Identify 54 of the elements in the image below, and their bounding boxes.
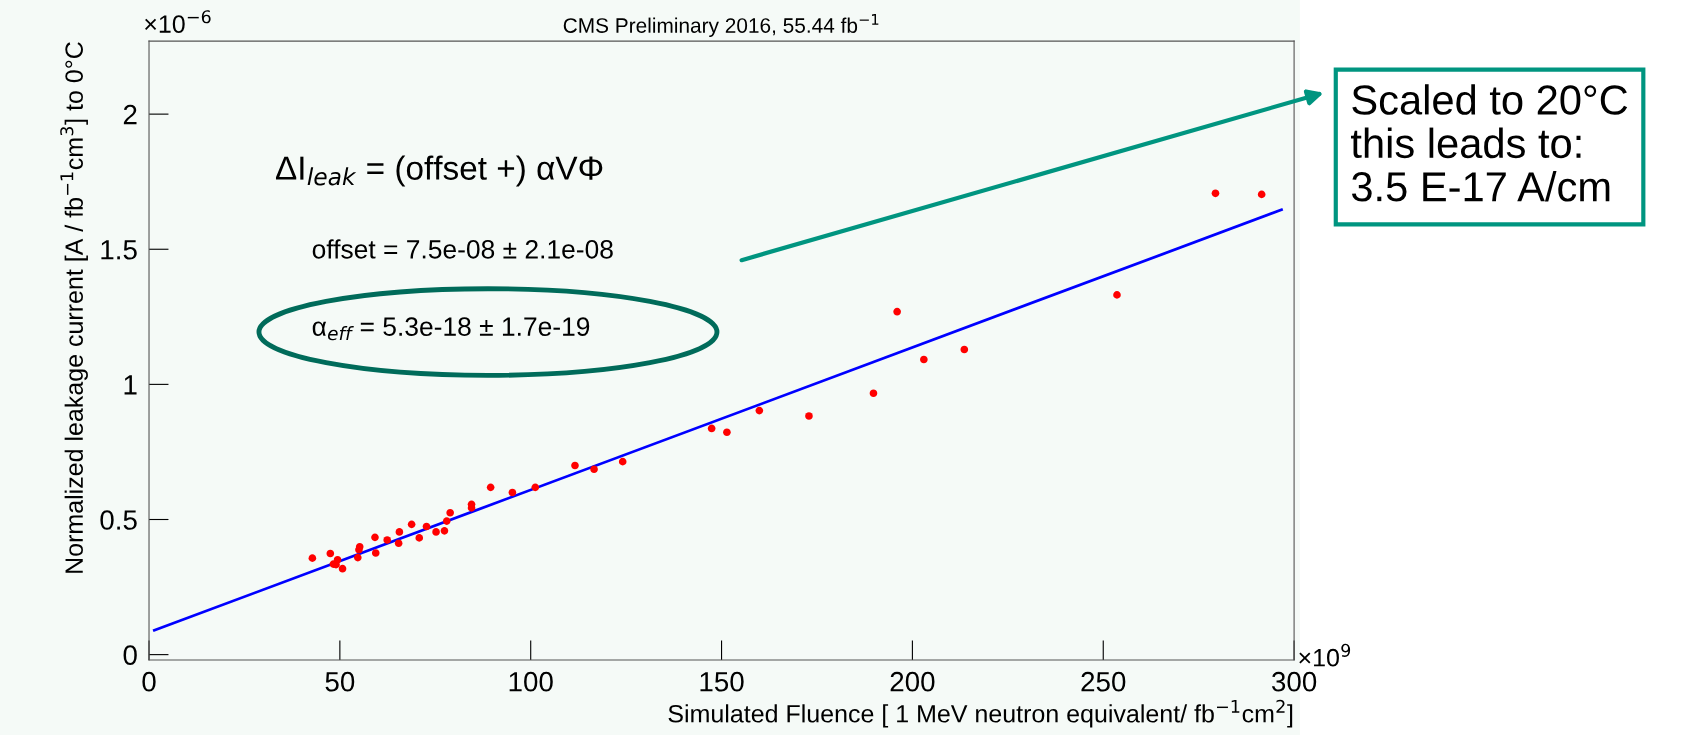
annotation: α$_{eff}$ = 5.3e-18 ± 1.7e-19 bbox=[312, 317, 590, 341]
point bbox=[960, 345, 969, 354]
point bbox=[383, 536, 392, 544]
point bbox=[442, 517, 451, 525]
point bbox=[590, 465, 598, 474]
point bbox=[486, 483, 495, 492]
point bbox=[338, 564, 347, 573]
point bbox=[440, 527, 449, 535]
point bbox=[508, 488, 517, 497]
y-tick-label: 0.5 bbox=[100, 510, 137, 530]
y-tick-label: 2 bbox=[123, 104, 137, 125]
point bbox=[531, 483, 540, 492]
point bbox=[326, 549, 335, 558]
x-tick-label: 100 bbox=[509, 671, 553, 692]
point bbox=[446, 508, 454, 517]
text: ×10$^{9}$ bbox=[1299, 643, 1351, 667]
point bbox=[371, 533, 379, 542]
text: Scaled to 20°C this leads to: 3.5 E-17 A/cm bbox=[1350, 84, 1628, 202]
point bbox=[1257, 190, 1266, 199]
point bbox=[618, 457, 627, 466]
x-tick-label: 50 bbox=[325, 671, 355, 692]
y-tick-label: 0 bbox=[123, 645, 137, 665]
x-tick-label: 300 bbox=[1271, 671, 1317, 692]
point bbox=[755, 406, 764, 415]
point bbox=[353, 553, 362, 562]
annotation: ΔI$_{leak}$ = (offset +) αVΦ bbox=[275, 155, 603, 187]
x-tick-label: 150 bbox=[700, 671, 744, 692]
point bbox=[1113, 291, 1121, 299]
text: ×10$^{−6}$ bbox=[145, 10, 211, 33]
point bbox=[395, 528, 404, 536]
point bbox=[1211, 189, 1220, 198]
point bbox=[707, 424, 716, 433]
y-tick-label: 1.5 bbox=[101, 240, 137, 260]
point bbox=[432, 528, 440, 536]
point bbox=[415, 534, 424, 542]
x-tick-label: 200 bbox=[890, 671, 935, 692]
x-tick-label: 250 bbox=[1081, 671, 1126, 692]
point bbox=[371, 549, 380, 557]
point bbox=[893, 307, 901, 316]
point bbox=[869, 389, 878, 398]
y-axis-title: Normalized leakage current [A / fb$^{−1}$cm$^{3}$] to 0°C bbox=[60, 42, 88, 573]
point bbox=[407, 520, 416, 529]
y-tick-label: 1 bbox=[124, 375, 137, 395]
annotation: offset = 7.5e-08 ± 2.1e-08 bbox=[312, 239, 613, 259]
point bbox=[394, 539, 403, 548]
x-axis-title: Simulated Fluence [ 1 MeV neutron equivalent/ fb$^{−1}$cm$^{2}$] bbox=[668, 699, 1293, 728]
point bbox=[805, 412, 813, 420]
chart-title: CMS Preliminary 2016, 55.44 fb$^{−1}$ bbox=[563, 14, 879, 38]
point bbox=[422, 522, 431, 531]
x-tick-label: 0 bbox=[142, 671, 156, 692]
point bbox=[723, 428, 731, 437]
point bbox=[571, 461, 579, 470]
point bbox=[308, 554, 317, 562]
point bbox=[920, 355, 928, 364]
